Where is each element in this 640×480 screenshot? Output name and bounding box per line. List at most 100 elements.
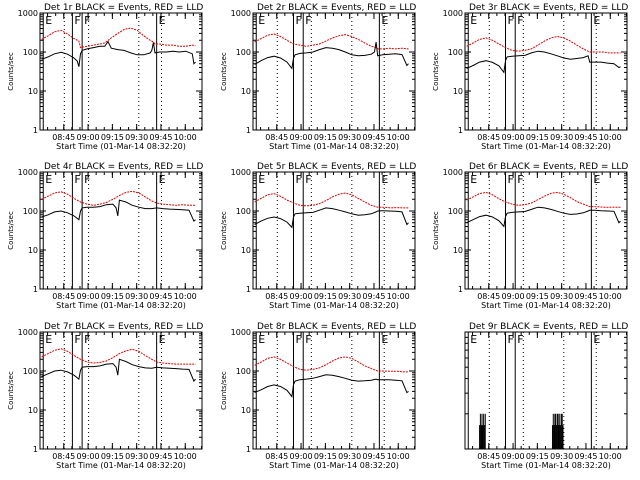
- events-series-line: [466, 206, 621, 228]
- panel-title: Det 5r BLACK = Events, RED = LLD: [257, 162, 416, 172]
- x-tick-label: 09:30: [338, 452, 361, 461]
- y-tick-label: 1000: [443, 168, 463, 177]
- panel-title: Det 9r BLACK = Events, RED = LLD: [469, 322, 628, 332]
- x-tick-label: 08:45: [477, 292, 500, 301]
- lld-series-line: [41, 348, 196, 365]
- x-tick-label: 09:15: [526, 133, 549, 142]
- x-tick-label: 09:00: [290, 292, 313, 301]
- event-marker-label: F: [296, 173, 302, 186]
- y-tick-label: 100: [23, 367, 38, 376]
- event-marker-label: F: [305, 14, 311, 27]
- event-marker-label: F: [296, 14, 302, 27]
- panel-det1r: Det 1r BLACK = Events, RED = LLD 1 10 100 10…: [7, 3, 203, 151]
- y-tick-label: 1: [33, 285, 38, 294]
- y-tick-label: 100: [236, 367, 251, 376]
- events-series-line: [254, 41, 409, 70]
- panel-det3r: Det 3r BLACK = Events, RED = LLD 1 10 100 10…: [432, 3, 628, 151]
- panel-det7r: Det 7r BLACK = Events, RED = LLD 1 10 100 10…: [7, 322, 203, 470]
- x-tick-label: 09:15: [101, 452, 124, 461]
- y-tick-label: 1000: [18, 168, 38, 177]
- x-tick-label: 09:30: [125, 292, 148, 301]
- x-tick-label: 09:45: [149, 292, 172, 301]
- event-marker-label: E: [45, 14, 52, 27]
- panel-det8r: Det 8r BLACK = Events, RED = LLD 1 10 100 10…: [220, 322, 416, 470]
- panel-det2r: Det 2r BLACK = Events, RED = LLD 1 10 100 10…: [220, 3, 416, 151]
- event-marker-label: F: [305, 173, 311, 186]
- event-marker-label: E: [470, 14, 477, 27]
- x-tick-label: 10:00: [599, 133, 622, 142]
- x-tick-label: 08:45: [265, 452, 288, 461]
- x-tick-label: 09:00: [502, 292, 525, 301]
- event-marker-label: E: [593, 333, 600, 346]
- x-tick-label: 09:45: [362, 133, 385, 142]
- panel-title: Det 7r BLACK = Events, RED = LLD: [44, 322, 203, 332]
- plot-frame: [39, 331, 203, 450]
- panel-det5r: Det 5r BLACK = Events, RED = LLD 1 10 100 10…: [220, 162, 416, 310]
- event-marker-label: E: [381, 333, 388, 346]
- panel-title: Det 8r BLACK = Events, RED = LLD: [257, 322, 416, 332]
- y-tick-label: 1000: [18, 9, 38, 18]
- x-axis-label: Start Time (01-Mar-14 08:32:20): [481, 461, 611, 470]
- plot-frame: [252, 12, 416, 131]
- event-marker-label: E: [159, 173, 166, 186]
- events-series-line: [466, 50, 621, 74]
- y-axis-label: Counts/sec: [220, 211, 228, 250]
- panel-title: Det 3r BLACK = Events, RED = LLD: [469, 3, 628, 13]
- y-tick-label: 100: [236, 48, 251, 57]
- y-tick-label: 1000: [18, 328, 38, 337]
- event-marker-label: F: [296, 333, 302, 346]
- y-tick-label: 1: [246, 445, 251, 454]
- plot-frame: [464, 171, 628, 290]
- event-marker-label: F: [517, 173, 523, 186]
- x-tick-label: 09:00: [77, 452, 100, 461]
- x-tick-label: 09:30: [338, 133, 361, 142]
- y-tick-label: 10: [28, 406, 38, 415]
- lld-series-line: [466, 35, 621, 54]
- event-marker-label: F: [84, 14, 90, 27]
- x-tick-label: 09:00: [290, 133, 313, 142]
- y-tick-label: 1000: [231, 328, 251, 337]
- x-tick-label: 10:00: [387, 292, 410, 301]
- event-marker-label: E: [381, 14, 388, 27]
- event-marker-label: F: [74, 333, 80, 346]
- lld-series-line: [466, 191, 621, 208]
- x-tick-label: 09:15: [526, 292, 549, 301]
- y-tick-label: 10: [453, 87, 463, 96]
- x-tick-label: 08:45: [265, 133, 288, 142]
- x-tick-label: 10:00: [174, 292, 197, 301]
- event-marker-label: E: [470, 333, 477, 346]
- event-marker-label: E: [258, 333, 265, 346]
- panel-title: Det 2r BLACK = Events, RED = LLD: [257, 3, 416, 13]
- y-axis-label: Counts/sec: [7, 211, 15, 250]
- x-axis-label: Start Time (01-Mar-14 08:32:20): [56, 301, 186, 310]
- y-axis-label: Counts/sec: [7, 52, 15, 91]
- event-marker-label: E: [593, 173, 600, 186]
- x-tick-label: 09:30: [550, 133, 573, 142]
- event-marker-label: F: [74, 173, 80, 186]
- x-tick-label: 09:15: [314, 292, 337, 301]
- plot-frame: [464, 12, 628, 131]
- y-tick-label: 10: [28, 87, 38, 96]
- x-tick-label: 09:00: [502, 452, 525, 461]
- x-tick-label: 10:00: [174, 133, 197, 142]
- event-marker-label: F: [508, 333, 514, 346]
- y-axis-label: Counts/sec: [7, 371, 15, 410]
- x-tick-label: 08:45: [52, 452, 75, 461]
- x-tick-label: 09:45: [149, 452, 172, 461]
- x-tick-label: 09:45: [362, 452, 385, 461]
- event-marker-label: E: [45, 173, 52, 186]
- x-tick-label: 09:00: [77, 292, 100, 301]
- y-axis-label: Counts/sec: [432, 52, 440, 91]
- y-tick-label: 1: [246, 126, 251, 135]
- y-tick-label: 100: [23, 48, 38, 57]
- events-series-line: [41, 199, 196, 222]
- event-marker-label: F: [74, 14, 80, 27]
- x-tick-label: 09:30: [125, 452, 148, 461]
- event-marker-label: F: [84, 333, 90, 346]
- y-tick-label: 1: [33, 445, 38, 454]
- event-marker-label: E: [45, 333, 52, 346]
- x-tick-label: 09:15: [526, 452, 549, 461]
- x-tick-label: 09:00: [77, 133, 100, 142]
- event-marker-label: E: [258, 173, 265, 186]
